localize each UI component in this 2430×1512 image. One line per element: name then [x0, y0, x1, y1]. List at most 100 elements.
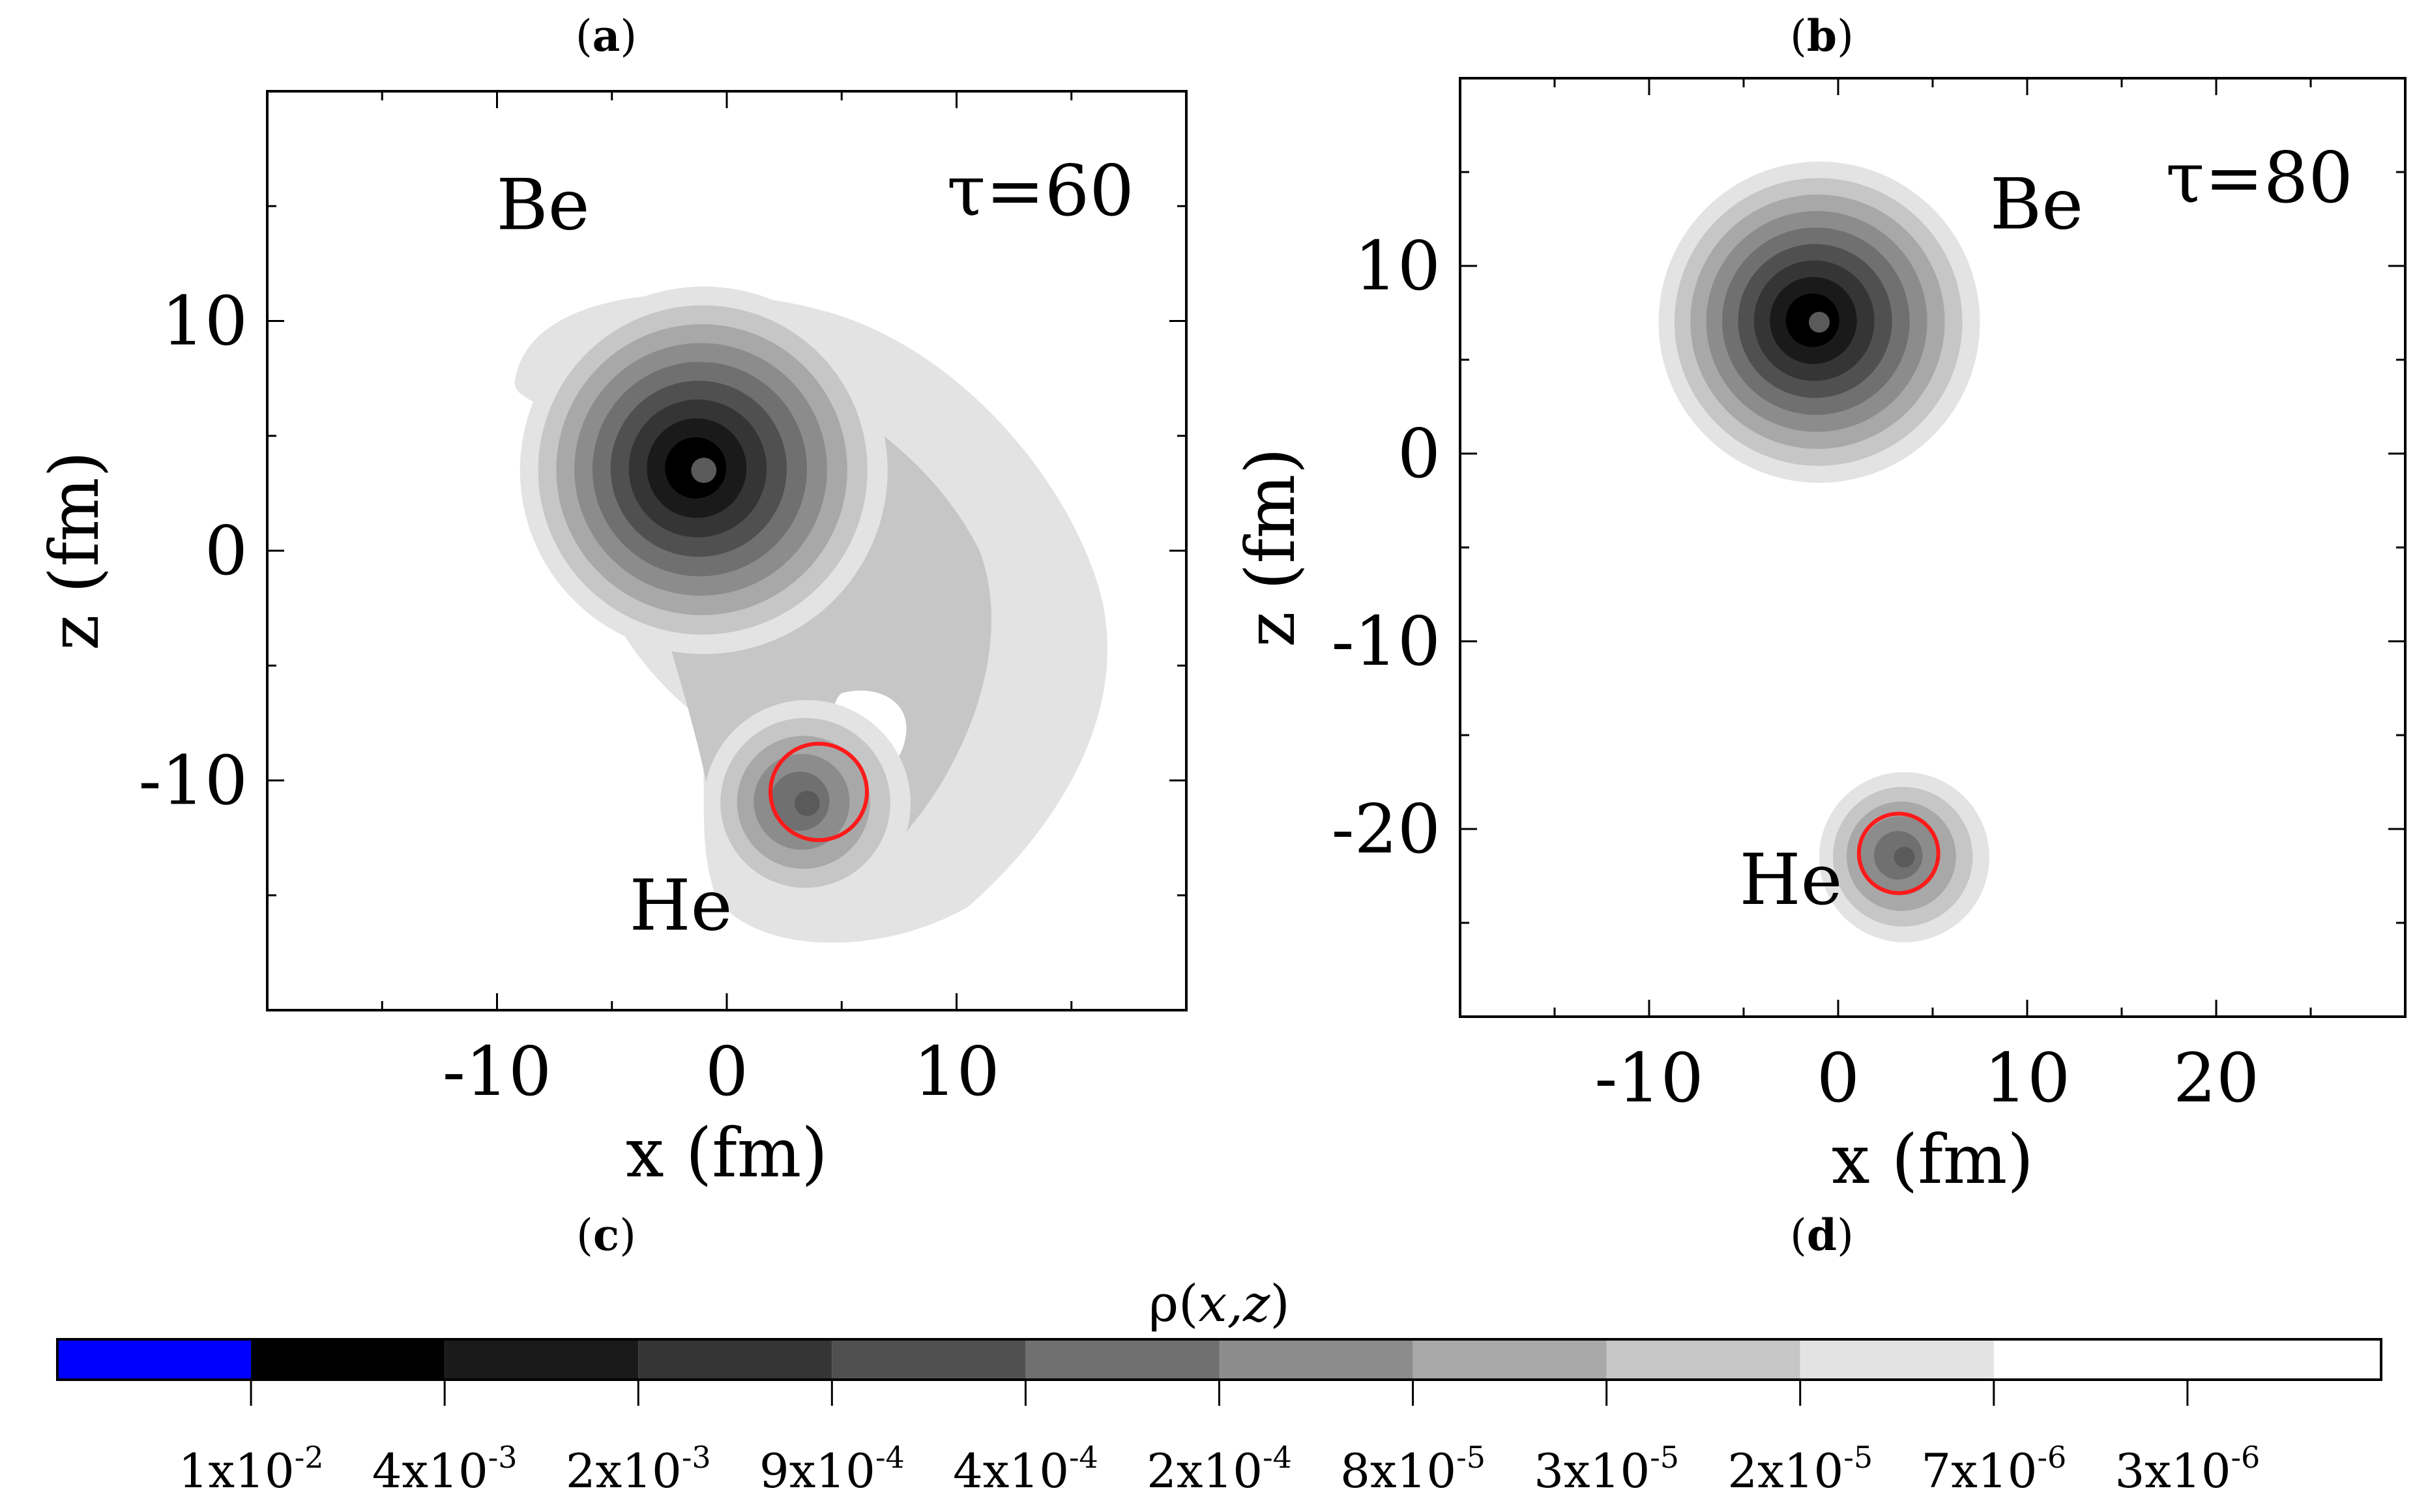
x-tick-label: 0	[1817, 1038, 1860, 1118]
colorbar-tick-exponent: -6	[2231, 1440, 2261, 1475]
panel-label-open: (	[1790, 11, 1807, 61]
colorbar: 1x10-2 4x10-3 2x10-3 9x10-4 4x10-4 2x10-4 8x10…	[56, 1275, 2382, 1498]
nucleus-label-he: He	[1739, 839, 1842, 921]
y-tick-label: 10	[1354, 226, 1441, 306]
colorbar-tick-exponent: -4	[875, 1440, 905, 1475]
panel-label-close: )	[1837, 11, 1854, 61]
x-tick-label: 10	[1984, 1038, 2070, 1118]
panel-label-letter: a	[593, 10, 621, 61]
colorbar-tick-mantissa: 8x10	[1340, 1444, 1456, 1498]
colorbar-tick-mantissa: 4x10	[953, 1444, 1069, 1498]
colorbar-segment	[1413, 1339, 1607, 1380]
x-tick-label: -10	[443, 1032, 551, 1111]
colorbar-segment	[445, 1339, 639, 1380]
colorbar-tick-label: 4x10-4	[953, 1440, 1098, 1498]
colorbar-tick-label: 9x10-4	[759, 1440, 905, 1498]
sub-panel-label-open: (	[1790, 1210, 1807, 1260]
colorbar-tick-exponent: -4	[1069, 1440, 1098, 1475]
colorbar-tick-label: 8x10-5	[1340, 1440, 1486, 1498]
colorbar-title-suffix: )	[1270, 1275, 1289, 1333]
sub-panel-label-close: )	[619, 1210, 636, 1260]
colorbar-tick-mantissa: 1x10	[179, 1444, 295, 1498]
colorbar-tick-mantissa: 2x10	[1727, 1444, 1843, 1498]
colorbar-tick-exponent: -4	[1263, 1440, 1292, 1475]
colorbar-segment	[57, 1339, 252, 1380]
panel-label: (b)	[1790, 10, 1854, 61]
y-tick-label: 0	[1398, 414, 1441, 493]
colorbar-tick-mantissa: 4x10	[372, 1444, 488, 1498]
y-axis-label: z (fm)	[35, 451, 114, 650]
sub-panel-label-close: )	[1837, 1210, 1854, 1260]
colorbar-tick-mantissa: 3x10	[2115, 1444, 2231, 1498]
sub-panel-label: (d)	[1790, 1210, 1854, 1260]
contour-core	[691, 458, 717, 484]
colorbar-tick-label: 2x10-4	[1147, 1440, 1292, 1498]
colorbar-tick-exponent: -5	[1650, 1440, 1679, 1475]
colorbar-tick-exponent: -5	[1843, 1440, 1873, 1475]
nucleus-be	[520, 286, 888, 654]
colorbar-tick-label: 2x10-5	[1727, 1440, 1873, 1498]
colorbar-tick-exponent: -2	[295, 1440, 324, 1475]
panel-title: τ=60	[946, 151, 1134, 232]
x-tick-label: -10	[1594, 1038, 1703, 1118]
nucleus-he	[703, 700, 911, 907]
colorbar-segment	[1993, 1339, 2381, 1380]
y-tick-label: -10	[1332, 602, 1441, 681]
colorbar-segment	[1800, 1339, 1994, 1380]
panel-label: (a)	[576, 10, 637, 61]
y-tick-label: -20	[1332, 789, 1441, 869]
colorbar-tick-mantissa: 7x10	[1921, 1444, 2037, 1498]
colorbar-tick-label: 1x10-2	[179, 1440, 324, 1498]
sub-panel-label-letter: c	[593, 1210, 619, 1260]
axis-ticks	[266, 90, 1188, 1011]
colorbar-title-var: x,z	[1198, 1275, 1270, 1333]
colorbar-segment	[1606, 1339, 1800, 1380]
sub-panel-label-open: (	[576, 1210, 593, 1260]
plot-area	[267, 91, 1186, 1010]
colorbar-tick-label: 2x10-3	[566, 1440, 711, 1498]
colorbar-segment	[832, 1339, 1026, 1380]
contour-core	[1894, 847, 1915, 868]
sub-panel-label-letter: d	[1807, 1210, 1837, 1260]
x-tick-label: 10	[913, 1032, 999, 1111]
plot-area	[1460, 78, 2405, 1017]
colorbar-segment	[251, 1339, 445, 1380]
axis-ticks	[1459, 77, 2407, 1018]
colorbar-tick-exponent: -5	[1456, 1440, 1486, 1475]
nucleus-he	[1819, 772, 1989, 942]
colorbar-tick-exponent: -3	[682, 1440, 711, 1475]
nucleus-label-be: Be	[1990, 164, 2083, 245]
x-axis-label: x (fm)	[626, 1113, 828, 1193]
nucleus-label-be: Be	[496, 165, 589, 246]
y-tick-label: -10	[139, 741, 248, 821]
sub-panel-label: (c)	[576, 1210, 636, 1260]
colorbar-tick-mantissa: 2x10	[1147, 1444, 1263, 1498]
panel-title: τ=80	[2165, 138, 2353, 219]
colorbar-tick-mantissa: 2x10	[566, 1444, 682, 1498]
colorbar-tick-mantissa: 3x10	[1534, 1444, 1650, 1498]
x-tick-label: 0	[705, 1032, 748, 1111]
panel-label-letter: b	[1807, 10, 1837, 61]
x-tick-label: 20	[2173, 1038, 2259, 1118]
y-tick-label: 10	[162, 282, 248, 361]
contour-core	[794, 791, 820, 817]
colorbar-tick-mantissa: 9x10	[759, 1444, 875, 1498]
panel-label-open: (	[576, 11, 593, 61]
colorbar-tick-exponent: -3	[488, 1440, 518, 1475]
colorbar-tick-label: 3x10-6	[2115, 1440, 2260, 1498]
nucleus-be	[1658, 161, 1980, 483]
colorbar-title: ρ(x,z)	[1149, 1275, 1290, 1333]
contour-core	[1809, 312, 1830, 333]
x-axis-label: x (fm)	[1832, 1120, 2034, 1199]
colorbar-title-prefix: ρ(	[1149, 1275, 1198, 1333]
colorbar-segment	[638, 1339, 832, 1380]
y-tick-label: 0	[205, 511, 248, 590]
colorbar-tick-label: 7x10-6	[1921, 1440, 2066, 1498]
colorbar-segment	[1025, 1339, 1220, 1380]
panel-label-close: )	[620, 11, 637, 61]
y-axis-label: z (fm)	[1231, 448, 1310, 647]
colorbar-tick-label: 4x10-3	[372, 1440, 518, 1498]
